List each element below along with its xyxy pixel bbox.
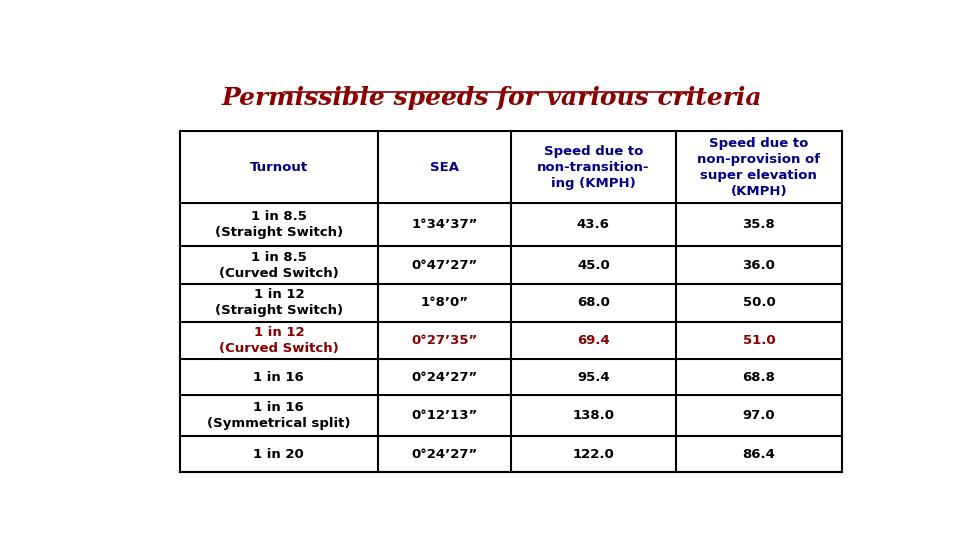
Text: 43.6: 43.6 <box>577 218 610 231</box>
Text: 1 in 16
(Symmetrical split): 1 in 16 (Symmetrical split) <box>207 401 350 430</box>
Text: 0°27’35”: 0°27’35” <box>411 334 477 347</box>
Text: 1 in 12
(Straight Switch): 1 in 12 (Straight Switch) <box>215 288 343 317</box>
Text: 0°12’13”: 0°12’13” <box>411 409 477 422</box>
Text: SEA: SEA <box>430 160 459 174</box>
Text: 1°8’0”: 1°8’0” <box>420 296 468 309</box>
Text: 95.4: 95.4 <box>577 370 610 383</box>
Text: 1 in 16: 1 in 16 <box>253 370 304 383</box>
Text: 0°24’27”: 0°24’27” <box>411 370 477 383</box>
Text: 68.8: 68.8 <box>742 370 776 383</box>
Text: 0°24’27”: 0°24’27” <box>411 448 477 461</box>
Text: 35.8: 35.8 <box>742 218 776 231</box>
Text: 86.4: 86.4 <box>742 448 776 461</box>
Text: Speed due to
non-provision of
super elevation
(KMPH): Speed due to non-provision of super elev… <box>697 137 821 198</box>
Text: 50.0: 50.0 <box>742 296 776 309</box>
Text: 1 in 8.5
(Straight Switch): 1 in 8.5 (Straight Switch) <box>215 210 343 239</box>
Text: 0°47’27”: 0°47’27” <box>411 259 477 272</box>
Text: 122.0: 122.0 <box>572 448 614 461</box>
Text: Speed due to
non-transition-
ing (KMPH): Speed due to non-transition- ing (KMPH) <box>538 145 650 190</box>
Text: 1 in 12
(Curved Switch): 1 in 12 (Curved Switch) <box>219 326 339 355</box>
Text: 1°34’37”: 1°34’37” <box>411 218 477 231</box>
Text: 1 in 8.5
(Curved Switch): 1 in 8.5 (Curved Switch) <box>219 251 339 280</box>
Text: 36.0: 36.0 <box>742 259 776 272</box>
Text: 68.0: 68.0 <box>577 296 610 309</box>
Text: 45.0: 45.0 <box>577 259 610 272</box>
Text: 51.0: 51.0 <box>743 334 776 347</box>
Text: 1 in 20: 1 in 20 <box>253 448 304 461</box>
Text: Permissible speeds for various criteria: Permissible speeds for various criteria <box>222 85 762 110</box>
Text: 97.0: 97.0 <box>743 409 776 422</box>
Text: 138.0: 138.0 <box>572 409 614 422</box>
Text: Turnout: Turnout <box>250 160 308 174</box>
Text: 69.4: 69.4 <box>577 334 610 347</box>
